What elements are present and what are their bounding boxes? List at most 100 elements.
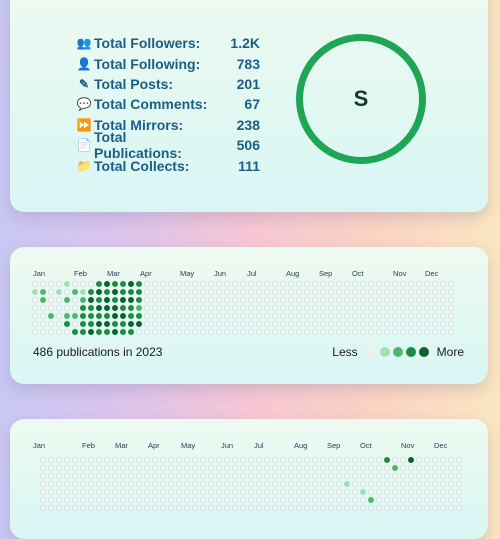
activity-cell[interactable] <box>408 497 414 503</box>
activity-cell[interactable] <box>448 281 454 287</box>
activity-cell[interactable] <box>128 297 134 303</box>
activity-cell[interactable] <box>80 297 86 303</box>
activity-cell[interactable] <box>256 329 262 335</box>
activity-cell[interactable] <box>64 465 70 471</box>
activity-cell[interactable] <box>152 481 158 487</box>
activity-cell[interactable] <box>312 305 318 311</box>
activity-cell[interactable] <box>400 289 406 295</box>
activity-cell[interactable] <box>304 305 310 311</box>
activity-cell[interactable] <box>408 329 414 335</box>
activity-cell[interactable] <box>152 321 158 327</box>
activity-cell[interactable] <box>176 481 182 487</box>
activity-cell[interactable] <box>336 473 342 479</box>
activity-cell[interactable] <box>288 473 294 479</box>
activity-cell[interactable] <box>208 481 214 487</box>
activity-cell[interactable] <box>136 329 142 335</box>
activity-cell[interactable] <box>112 289 118 295</box>
activity-cell[interactable] <box>352 457 358 463</box>
activity-cell[interactable] <box>96 481 102 487</box>
activity-cell[interactable] <box>272 313 278 319</box>
activity-cell[interactable] <box>184 457 190 463</box>
activity-cell[interactable] <box>48 321 54 327</box>
activity-cell[interactable] <box>120 281 126 287</box>
activity-cell[interactable] <box>184 489 190 495</box>
activity-cell[interactable] <box>392 473 398 479</box>
activity-cell[interactable] <box>208 289 214 295</box>
activity-cell[interactable] <box>128 289 134 295</box>
activity-cell[interactable] <box>64 329 70 335</box>
activity-cell[interactable] <box>136 465 142 471</box>
activity-cell[interactable] <box>312 465 318 471</box>
activity-cell[interactable] <box>328 321 334 327</box>
activity-cell[interactable] <box>168 321 174 327</box>
activity-cell[interactable] <box>392 321 398 327</box>
activity-cell[interactable] <box>280 281 286 287</box>
activity-cell[interactable] <box>440 457 446 463</box>
activity-cell[interactable] <box>168 481 174 487</box>
activity-cell[interactable] <box>240 473 246 479</box>
activity-cell[interactable] <box>192 289 198 295</box>
activity-cell[interactable] <box>376 505 382 511</box>
activity-cell[interactable] <box>440 465 446 471</box>
activity-cell[interactable] <box>352 481 358 487</box>
activity-cell[interactable] <box>408 489 414 495</box>
activity-cell[interactable] <box>280 489 286 495</box>
activity-cell[interactable] <box>352 505 358 511</box>
activity-cell[interactable] <box>280 473 286 479</box>
activity-cell[interactable] <box>240 465 246 471</box>
activity-cell[interactable] <box>376 321 382 327</box>
activity-cell[interactable] <box>128 473 134 479</box>
activity-cell[interactable] <box>200 305 206 311</box>
activity-cell[interactable] <box>152 305 158 311</box>
activity-cell[interactable] <box>448 313 454 319</box>
activity-cell[interactable] <box>80 281 86 287</box>
activity-cell[interactable] <box>352 465 358 471</box>
activity-cell[interactable] <box>408 473 414 479</box>
activity-cell[interactable] <box>96 329 102 335</box>
activity-cell[interactable] <box>176 465 182 471</box>
activity-cell[interactable] <box>112 473 118 479</box>
activity-cell[interactable] <box>72 489 78 495</box>
activity-cell[interactable] <box>104 289 110 295</box>
activity-cell[interactable] <box>168 305 174 311</box>
activity-cell[interactable] <box>96 305 102 311</box>
activity-cell[interactable] <box>360 481 366 487</box>
activity-cell[interactable] <box>56 281 62 287</box>
activity-cell[interactable] <box>56 297 62 303</box>
activity-cell[interactable] <box>176 497 182 503</box>
activity-cell[interactable] <box>120 313 126 319</box>
activity-cell[interactable] <box>184 481 190 487</box>
activity-cell[interactable] <box>432 313 438 319</box>
activity-cell[interactable] <box>352 473 358 479</box>
activity-cell[interactable] <box>152 313 158 319</box>
activity-cell[interactable] <box>80 321 86 327</box>
activity-cell[interactable] <box>160 313 166 319</box>
activity-cell[interactable] <box>424 329 430 335</box>
activity-cell[interactable] <box>104 305 110 311</box>
activity-cell[interactable] <box>344 465 350 471</box>
activity-cell[interactable] <box>416 289 422 295</box>
activity-cell[interactable] <box>80 481 86 487</box>
activity-cell[interactable] <box>216 289 222 295</box>
activity-cell[interactable] <box>360 497 366 503</box>
activity-cell[interactable] <box>192 297 198 303</box>
activity-cell[interactable] <box>184 313 190 319</box>
activity-cell[interactable] <box>416 505 422 511</box>
activity-cell[interactable] <box>336 297 342 303</box>
activity-cell[interactable] <box>416 497 422 503</box>
activity-cell[interactable] <box>80 473 86 479</box>
activity-cell[interactable] <box>320 505 326 511</box>
activity-cell[interactable] <box>304 473 310 479</box>
activity-cell[interactable] <box>96 497 102 503</box>
activity-cell[interactable] <box>296 297 302 303</box>
activity-cell[interactable] <box>376 465 382 471</box>
activity-cell[interactable] <box>312 329 318 335</box>
activity-cell[interactable] <box>240 297 246 303</box>
activity-cell[interactable] <box>384 289 390 295</box>
activity-cell[interactable] <box>232 289 238 295</box>
activity-cell[interactable] <box>384 489 390 495</box>
activity-cell[interactable] <box>344 481 350 487</box>
activity-cell[interactable] <box>392 465 398 471</box>
activity-cell[interactable] <box>400 489 406 495</box>
activity-cell[interactable] <box>440 313 446 319</box>
